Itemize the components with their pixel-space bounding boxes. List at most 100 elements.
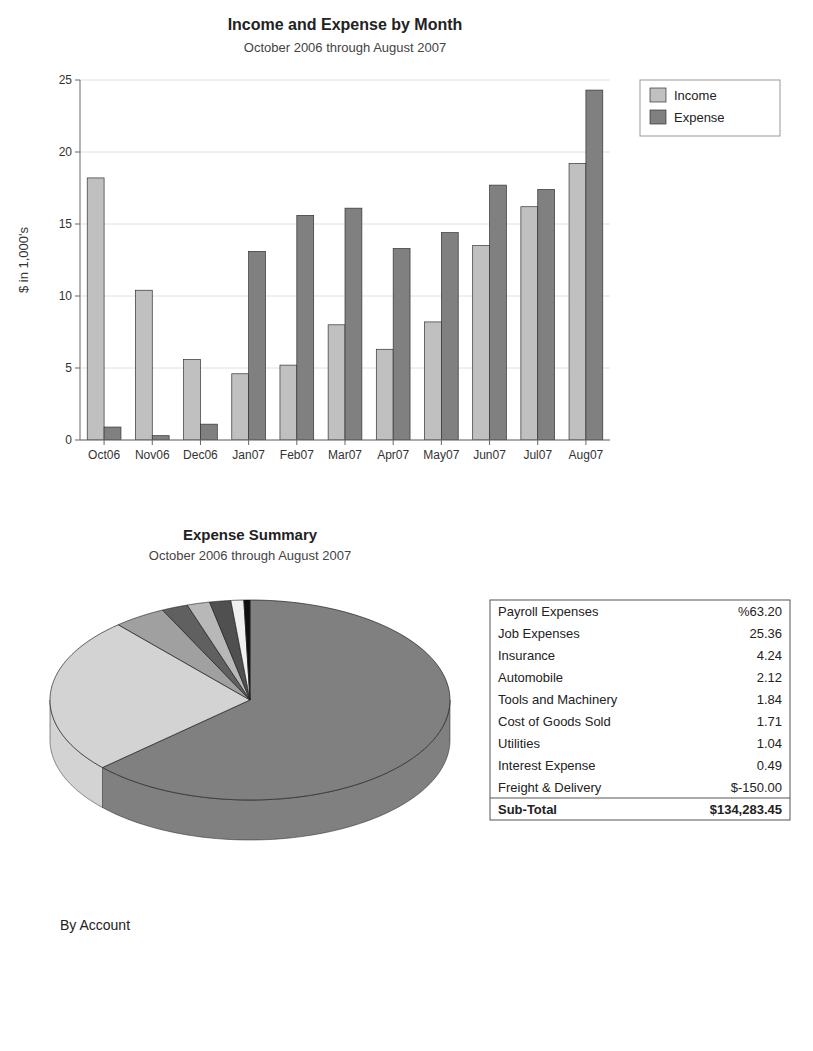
table-value: 25.36 — [749, 626, 782, 641]
bar — [184, 359, 201, 440]
axis-line — [80, 440, 610, 441]
grid-line — [80, 440, 610, 441]
table-value: 1.71 — [757, 714, 782, 729]
table-value: 0.49 — [757, 758, 782, 773]
tick-label: 15 — [59, 217, 73, 231]
pie-slice — [210, 600, 250, 700]
tick-mark — [248, 440, 249, 445]
tick-label: Dec06 — [183, 448, 218, 462]
tick-label: 5 — [65, 361, 72, 375]
table-label: Utilities — [498, 736, 540, 751]
bar — [87, 178, 104, 440]
bar — [104, 427, 121, 440]
legend: Income Expense — [640, 80, 780, 136]
tick-label: Jul07 — [523, 448, 552, 462]
table-label: Tools and Machinery — [498, 692, 618, 707]
tick-label: Oct06 — [88, 448, 120, 462]
table-value: $-150.00 — [731, 780, 782, 795]
tick-label: 20 — [59, 145, 73, 159]
table-label: Freight & Delivery — [498, 780, 602, 795]
subtitle: October 2006 through August 2007 — [244, 40, 446, 55]
table-label: Insurance — [498, 648, 555, 663]
table-value: 1.84 — [757, 692, 782, 707]
tick-mark — [489, 440, 490, 445]
bar — [441, 233, 458, 440]
tick-mark — [104, 440, 105, 445]
bars — [87, 90, 603, 440]
tick-mark — [296, 440, 297, 445]
tick-label: Mar07 — [328, 448, 362, 462]
table-value: 4.24 — [757, 648, 782, 663]
tick-label: Jan07 — [232, 448, 265, 462]
tick-mark — [75, 296, 80, 297]
tick-mark — [585, 440, 586, 445]
grid-line — [80, 80, 610, 81]
bar — [280, 365, 297, 440]
pie-slice — [231, 600, 250, 700]
legend-box — [640, 80, 780, 136]
tick-mark — [75, 440, 80, 441]
table-value: 1.04 — [757, 736, 782, 751]
tick-mark — [393, 440, 394, 445]
page: Income and Expense by Month October 2006 … — [0, 0, 813, 1051]
bar-chart: Income and Expense by Month October 2006 … — [16, 16, 780, 462]
bar — [490, 185, 507, 440]
legend-label: Income — [674, 88, 717, 103]
title: Expense Summary — [183, 526, 318, 543]
tick-label: Jun07 — [473, 448, 506, 462]
table-label: Sub-Total — [498, 802, 557, 817]
pie-slice — [244, 600, 250, 700]
bar — [232, 374, 249, 440]
bar — [345, 208, 362, 440]
bar — [152, 436, 169, 440]
table-label: Payroll Expenses — [498, 604, 599, 619]
pie-chart: Expense Summary October 2006 through Augu… — [50, 526, 450, 933]
bar — [586, 90, 603, 440]
table-value: $134,283.45 — [710, 802, 782, 817]
bar — [297, 215, 314, 440]
bar — [328, 325, 345, 440]
legend-swatch — [650, 110, 666, 124]
tick-label: Feb07 — [280, 448, 314, 462]
legend-label: Expense — [674, 110, 725, 125]
bar — [135, 290, 152, 440]
tick-mark — [75, 80, 80, 81]
bar — [249, 251, 266, 440]
bar — [569, 164, 586, 440]
bar — [425, 322, 442, 440]
bar — [200, 424, 217, 440]
table-value: %63.20 — [738, 604, 782, 619]
table: Payroll Expenses %63.20 Job Expenses 25.36 I… — [490, 600, 790, 820]
table-border — [490, 600, 790, 820]
table-rule — [490, 798, 790, 799]
annotation: By Account — [60, 917, 130, 933]
tick-label: Nov06 — [135, 448, 170, 462]
tick-mark — [75, 224, 80, 225]
tick-label: 0 — [65, 433, 72, 447]
tick-mark — [75, 368, 80, 369]
pie-slices — [50, 600, 450, 800]
table-value: 2.12 — [757, 670, 782, 685]
tick-label: May07 — [423, 448, 459, 462]
legend-swatch — [650, 88, 666, 102]
tick-mark — [441, 440, 442, 445]
tick-mark — [200, 440, 201, 445]
tick-label: 25 — [59, 73, 73, 87]
tick-mark — [75, 152, 80, 153]
title: Income and Expense by Month — [228, 16, 463, 33]
tick-label: Apr07 — [377, 448, 409, 462]
axis-line — [80, 80, 81, 440]
bar — [473, 246, 490, 440]
table-label: Cost of Goods Sold — [498, 714, 611, 729]
subtitle: October 2006 through August 2007 — [149, 548, 351, 563]
table-label: Job Expenses — [498, 626, 580, 641]
bar — [376, 349, 393, 440]
axis-label: $ in 1,000's — [16, 226, 31, 293]
bar — [393, 248, 410, 440]
tick-mark — [152, 440, 153, 445]
bar — [538, 189, 555, 440]
tick-label: Aug07 — [569, 448, 604, 462]
table-label: Interest Expense — [498, 758, 596, 773]
table-label: Automobile — [498, 670, 563, 685]
tick-mark — [345, 440, 346, 445]
